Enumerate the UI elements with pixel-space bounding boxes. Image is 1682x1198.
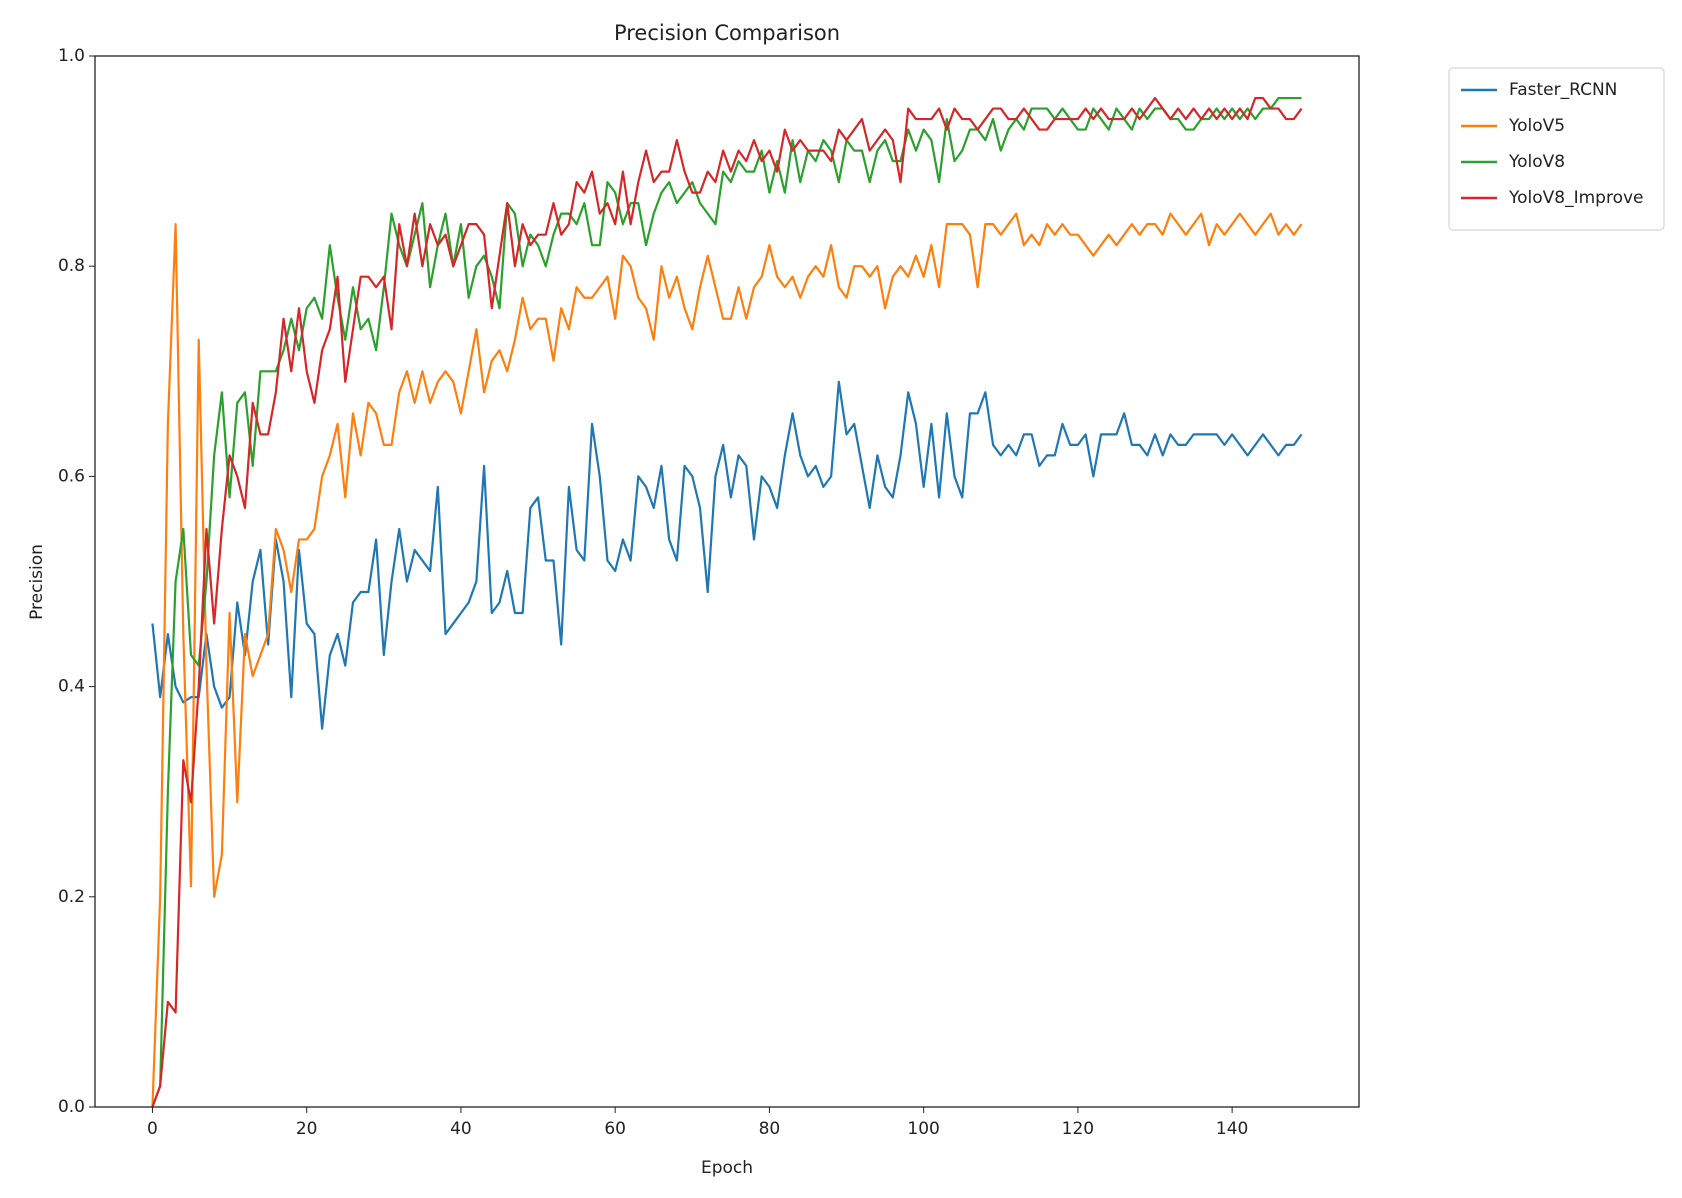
y-tick-label: 0.6 — [58, 466, 85, 486]
x-tick-label: 60 — [604, 1119, 626, 1139]
plot-frame — [94, 55, 1360, 1108]
y-tick-label: 1.0 — [58, 46, 85, 66]
legend-label: YoloV8 — [1508, 152, 1565, 172]
y-tick-label: 0.2 — [58, 887, 85, 907]
series-line — [151, 96, 1302, 1108]
x-tick-label: 20 — [296, 1119, 318, 1139]
y-tick-label: 0.0 — [58, 1097, 85, 1117]
x-tick-label: 80 — [759, 1119, 781, 1139]
y-axis-label: Precision — [27, 544, 47, 620]
y-tick-label: 0.8 — [58, 256, 85, 276]
chart-title: Precision Comparison — [614, 21, 840, 45]
y-tick-label: 0.4 — [58, 677, 85, 697]
x-tick-label: 0 — [147, 1119, 158, 1139]
legend-label: YoloV8_Improve — [1508, 188, 1644, 208]
legend-box — [1448, 67, 1665, 231]
legend-label: YoloV5 — [1508, 116, 1565, 136]
series-line — [151, 212, 1303, 1108]
x-tick-label: 100 — [907, 1119, 939, 1139]
x-tick-label: 40 — [450, 1119, 472, 1139]
series-line — [151, 96, 1303, 1108]
x-tick-label: 140 — [1216, 1119, 1248, 1139]
legend-label: Faster_RCNN — [1509, 80, 1617, 100]
series-line — [151, 380, 1303, 730]
x-tick-label: 120 — [1062, 1119, 1094, 1139]
x-axis-label: Epoch — [701, 1158, 753, 1178]
